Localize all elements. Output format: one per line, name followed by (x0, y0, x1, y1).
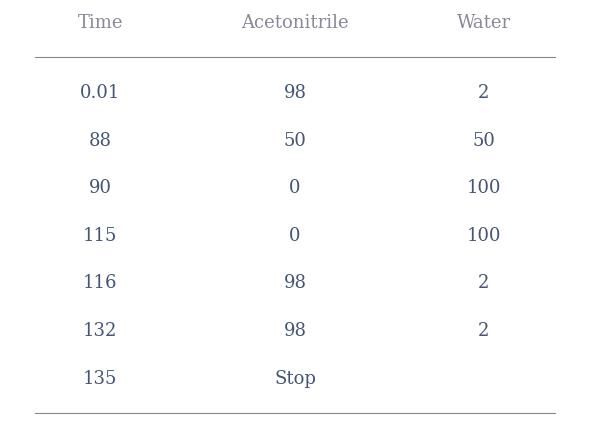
Text: 98: 98 (284, 84, 306, 102)
Text: 2: 2 (478, 274, 490, 292)
Text: 132: 132 (83, 321, 117, 339)
Text: 50: 50 (284, 132, 306, 150)
Text: Water: Water (457, 14, 511, 32)
Text: 88: 88 (89, 132, 112, 150)
Text: 116: 116 (83, 274, 117, 292)
Text: 0: 0 (289, 226, 301, 245)
Text: Stop: Stop (274, 368, 316, 387)
Text: 135: 135 (83, 368, 117, 387)
Text: Acetonitrile: Acetonitrile (241, 14, 349, 32)
Text: 90: 90 (89, 179, 112, 197)
Text: Time: Time (77, 14, 123, 32)
Text: 0.01: 0.01 (80, 84, 120, 102)
Text: 50: 50 (473, 132, 495, 150)
Text: 2: 2 (478, 84, 490, 102)
Text: 98: 98 (284, 274, 306, 292)
Text: 98: 98 (284, 321, 306, 339)
Text: 2: 2 (478, 321, 490, 339)
Text: 100: 100 (467, 226, 501, 245)
Text: 0: 0 (289, 179, 301, 197)
Text: 115: 115 (83, 226, 117, 245)
Text: 100: 100 (467, 179, 501, 197)
